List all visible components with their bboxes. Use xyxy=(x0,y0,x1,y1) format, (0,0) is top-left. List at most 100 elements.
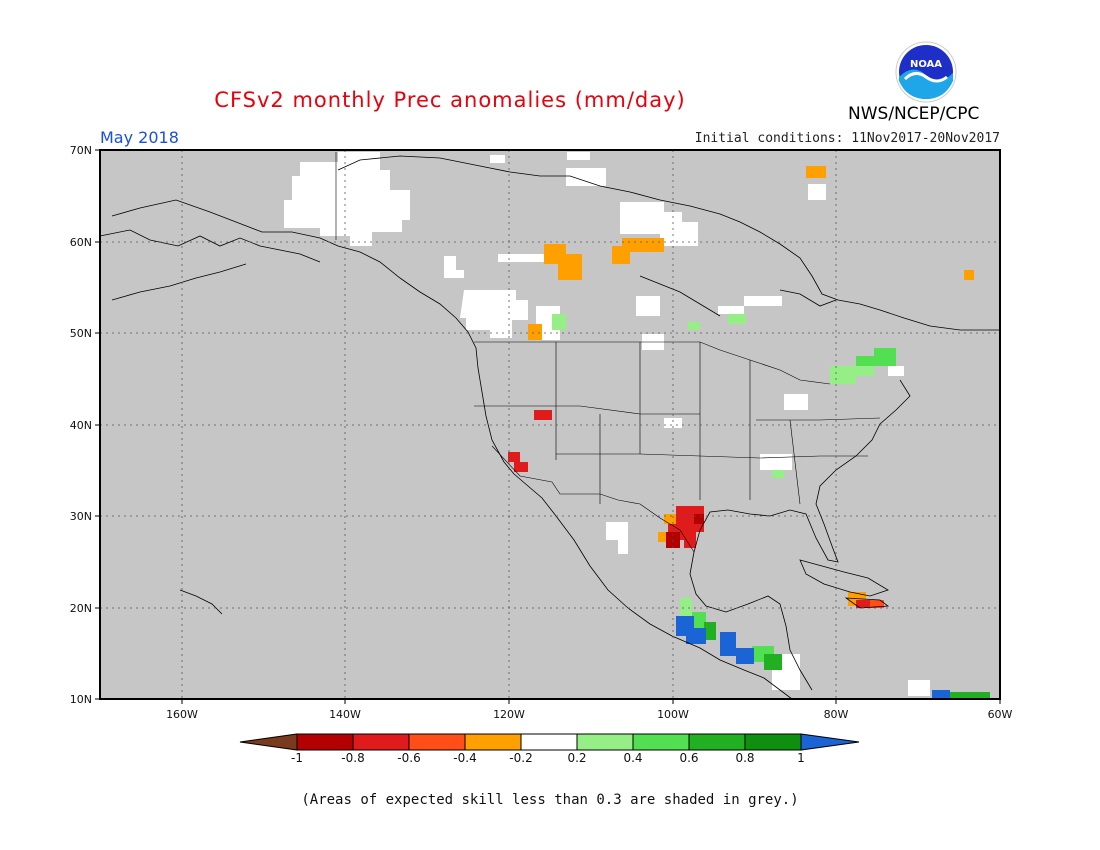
patch-white xyxy=(567,152,590,160)
patch-greatlakes-lightgreen xyxy=(830,366,874,384)
gridlines xyxy=(100,150,1000,699)
us-mexico-border xyxy=(491,445,695,553)
lon-axis: 160W 140W 120W 100W 80W 60W xyxy=(166,699,1013,721)
patch-green xyxy=(692,612,706,630)
lat-label: 70N xyxy=(70,144,92,157)
patch-nunavut-orange xyxy=(612,238,664,264)
state-line xyxy=(789,419,801,505)
patch-alaska-white xyxy=(284,152,410,246)
colorbar-label: -0.2 xyxy=(509,751,533,765)
patch-red xyxy=(856,600,870,608)
patch-bc-white xyxy=(460,290,528,338)
colorbar-arrow-left xyxy=(239,733,298,751)
colorbar-box xyxy=(464,733,522,751)
colorbar xyxy=(239,733,860,751)
patch-orange xyxy=(664,514,676,524)
patch-white xyxy=(498,254,548,262)
colorbar-box xyxy=(744,733,802,751)
hispaniola xyxy=(844,597,890,609)
hawaii xyxy=(179,589,223,615)
patch-orange xyxy=(964,270,974,280)
patch-darkred xyxy=(694,514,704,524)
colorbar-label: -0.6 xyxy=(397,751,421,765)
colorbar-box xyxy=(520,733,578,751)
state-line xyxy=(474,405,700,415)
patch-redorange xyxy=(868,600,884,608)
colorbar-label: -1 xyxy=(291,751,303,765)
noaa-logo: NOAA xyxy=(895,41,957,103)
hudson-west xyxy=(639,275,721,317)
lon-label: 80W xyxy=(824,708,849,721)
patch-mexico-blue xyxy=(676,616,706,644)
patch-lightgreen xyxy=(688,322,700,330)
state-line xyxy=(756,417,881,421)
alaska-coast xyxy=(99,229,321,263)
james-bay xyxy=(779,289,837,307)
patch-darkgreen xyxy=(764,654,782,670)
patch-nwt-orange xyxy=(544,244,582,280)
patch-white xyxy=(490,155,505,163)
chart-title: CFSv2 monthly Prec anomalies (mm/day) xyxy=(214,88,686,112)
lat-label: 60N xyxy=(70,236,92,249)
colorbar-label: 0.6 xyxy=(679,751,699,765)
lon-label: 160W xyxy=(166,708,198,721)
patch-white xyxy=(908,680,930,696)
colorbar-label: 0.4 xyxy=(623,751,643,765)
colorbar-box xyxy=(408,733,466,751)
map-background xyxy=(100,150,1000,699)
colorbar-box xyxy=(632,733,690,751)
boundaries xyxy=(335,152,881,553)
patch-nevada-red xyxy=(534,410,552,420)
colorbar-label: 0.8 xyxy=(735,751,755,765)
us-canada-border xyxy=(474,341,831,385)
patch-orange xyxy=(806,166,826,178)
patch-darkgreen xyxy=(948,692,990,698)
patch-nunavut-white xyxy=(620,202,698,246)
colorbar-label: -0.8 xyxy=(341,751,365,765)
colorbar-label: -0.4 xyxy=(453,751,477,765)
patch-white xyxy=(606,522,628,554)
lat-label: 10N xyxy=(70,693,92,706)
pacific-coast xyxy=(111,199,793,700)
patch-white xyxy=(888,366,904,376)
patch-white xyxy=(718,306,744,314)
lon-label: 140W xyxy=(329,708,361,721)
patch-green xyxy=(856,356,874,366)
patch-white xyxy=(784,394,808,410)
lat-label: 30N xyxy=(70,510,92,523)
cuba xyxy=(799,559,889,597)
colorbar-box xyxy=(352,733,410,751)
lat-axis: 70N 60N 50N 40N 30N 20N 10N xyxy=(70,144,100,706)
colorbar-box xyxy=(296,733,354,751)
agency-label: NWS/NCEP/CPC xyxy=(848,104,980,124)
lat-label: 50N xyxy=(70,327,92,340)
colorbar-box xyxy=(576,733,634,751)
logo-text: NOAA xyxy=(910,59,942,70)
patch-white xyxy=(566,168,606,186)
gulf-atlantic-coast xyxy=(689,379,911,691)
lon-label: 60W xyxy=(988,708,1013,721)
state-line xyxy=(556,453,868,459)
colorbar-label: 0.2 xyxy=(567,751,587,765)
lon-label: 100W xyxy=(657,708,689,721)
patch-white xyxy=(808,184,826,200)
patch-darkgreen xyxy=(704,622,716,640)
patch-quebec-green xyxy=(874,348,896,366)
hudson-labrador-coast xyxy=(739,221,1000,331)
patch-blue xyxy=(932,690,950,698)
lon-label: 120W xyxy=(493,708,525,721)
patch-white xyxy=(744,296,782,306)
patch-white xyxy=(636,296,660,316)
patch-lightgreen xyxy=(728,314,746,324)
colorbar-label: 1 xyxy=(797,751,805,765)
patch-orange xyxy=(658,532,668,542)
forecast-month: May 2018 xyxy=(100,128,179,147)
aleutians xyxy=(111,263,247,301)
colorbar-arrow-right xyxy=(800,733,860,751)
patch-lightgreen xyxy=(772,470,784,478)
patch-socal-red xyxy=(508,452,528,472)
patch-alberta-orange xyxy=(528,324,542,340)
colorbar-box xyxy=(688,733,746,751)
initial-conditions: Initial conditions: 11Nov2017-20Nov2017 xyxy=(694,131,1000,146)
